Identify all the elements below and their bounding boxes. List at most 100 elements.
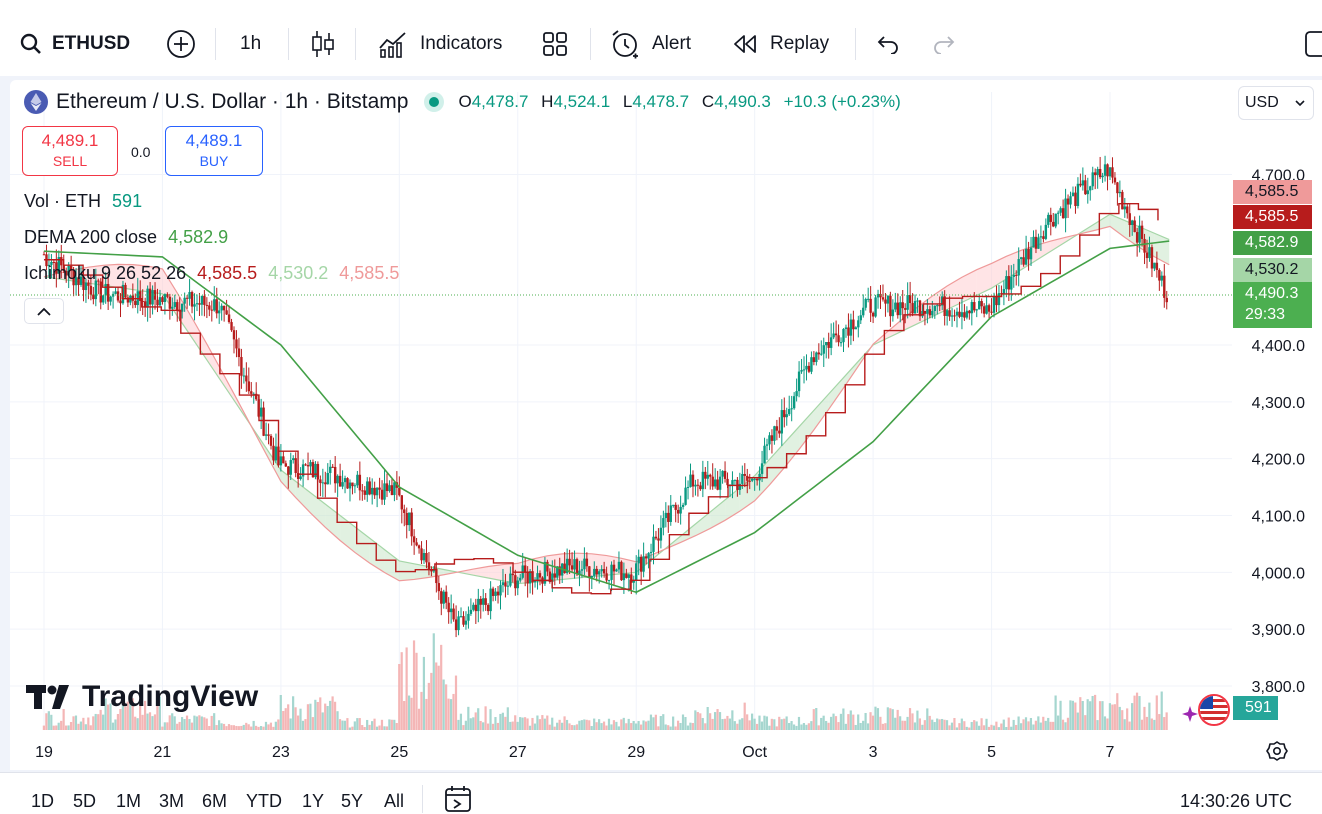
volume-bar xyxy=(541,715,544,730)
volume-bar xyxy=(844,723,847,730)
volume-bar xyxy=(494,717,497,730)
buy-button[interactable]: 4,489.1 BUY xyxy=(165,126,263,176)
candle-body xyxy=(1089,186,1092,191)
volume-bar xyxy=(810,721,813,730)
volume-bar xyxy=(294,707,297,730)
volume-bar xyxy=(321,712,324,730)
volume-bar xyxy=(723,718,727,730)
range-button-5y[interactable]: 5Y xyxy=(341,791,364,811)
volume-bar xyxy=(1002,719,1005,730)
candle-body xyxy=(296,473,300,479)
grid-icon xyxy=(543,32,567,56)
candle-body xyxy=(482,598,485,605)
price-tick-label: 4,300.0 xyxy=(1252,395,1305,412)
alert-button[interactable]: Alert xyxy=(610,26,691,62)
cloud-segment xyxy=(221,371,237,404)
volume-bar xyxy=(363,727,366,730)
chart-type-button[interactable] xyxy=(310,26,336,62)
volume-bar xyxy=(504,716,507,730)
candle-body xyxy=(1135,232,1139,243)
volume-bar xyxy=(657,726,660,730)
candle-body xyxy=(284,463,288,467)
range-button-3m[interactable]: 3M xyxy=(159,791,185,811)
volume-legend[interactable]: Vol · ETH 591 xyxy=(24,191,142,212)
layouts-button[interactable] xyxy=(542,26,568,62)
sell-button[interactable]: 4,489.1 SELL xyxy=(22,126,118,176)
candle-body xyxy=(180,303,184,312)
volume-bar xyxy=(1042,716,1045,730)
candle-body xyxy=(918,300,922,317)
candle-body xyxy=(862,307,865,316)
range-button-1y[interactable]: 1Y xyxy=(302,791,325,811)
currency-select[interactable]: USD xyxy=(1238,86,1314,120)
candle-body xyxy=(1131,220,1134,226)
alert-label: Alert xyxy=(652,33,692,54)
candle-body xyxy=(943,296,946,316)
interval-button[interactable]: 1h xyxy=(240,26,261,62)
candle-body xyxy=(1002,289,1006,294)
candle-body xyxy=(375,487,379,496)
range-button-6m[interactable]: 6M xyxy=(202,791,228,811)
range-button-5d[interactable]: 5D xyxy=(73,791,97,811)
candle-body xyxy=(205,304,209,306)
candle-body xyxy=(430,569,433,572)
volume-bar xyxy=(52,725,55,730)
volume-bar xyxy=(822,715,825,730)
goto-date-icon[interactable] xyxy=(444,785,474,813)
range-button-1m[interactable]: 1M xyxy=(116,791,142,811)
volume-bar xyxy=(415,652,418,730)
candle-body xyxy=(301,464,305,477)
candle-body xyxy=(632,580,635,583)
candle-body xyxy=(866,298,870,300)
volume-bar xyxy=(336,711,339,730)
candle-body xyxy=(106,283,110,302)
econ-events-icon[interactable] xyxy=(1198,694,1230,726)
candle-body xyxy=(785,414,788,418)
candle-body xyxy=(420,548,423,561)
collapse-legend-button[interactable] xyxy=(24,298,64,324)
volume-bar xyxy=(509,721,512,730)
volume-bar xyxy=(1074,702,1077,730)
candle-body xyxy=(612,564,616,572)
volume-bar xyxy=(1133,695,1136,730)
volume-bar xyxy=(815,708,818,730)
volume-bar xyxy=(884,723,887,730)
candle-body xyxy=(664,512,668,519)
compare-button[interactable] xyxy=(166,26,196,62)
volume-bar xyxy=(1126,708,1129,730)
ichimoku-legend[interactable]: Ichimoku 9 26 52 26 4,585.5 4,530.2 4,58… xyxy=(24,263,399,284)
volume-bar xyxy=(400,652,403,730)
range-button-all[interactable]: All xyxy=(384,791,405,811)
cloud-segment xyxy=(1050,237,1066,252)
candle-body xyxy=(60,257,63,266)
candle-body xyxy=(1049,214,1052,222)
volume-bar xyxy=(1047,717,1050,730)
volume-bar xyxy=(459,713,463,730)
dema-legend[interactable]: DEMA 200 close 4,582.9 xyxy=(24,227,228,248)
volume-bar xyxy=(195,716,198,730)
symbol-search[interactable]: ETHUSD xyxy=(20,26,130,62)
volume-bar xyxy=(370,721,374,730)
fullscreen-button[interactable] xyxy=(1304,26,1322,62)
candle-body xyxy=(195,303,199,305)
volume-bar xyxy=(50,714,53,730)
candle-body xyxy=(810,357,813,372)
settings-icon[interactable] xyxy=(1266,740,1288,762)
undo-button[interactable] xyxy=(876,26,900,62)
range-button-ytd[interactable]: YTD xyxy=(246,791,282,811)
candle-body xyxy=(326,472,329,485)
range-button-1d[interactable]: 1D xyxy=(31,791,55,811)
redo-button[interactable] xyxy=(932,26,956,62)
volume-bar xyxy=(168,715,171,730)
candle-body xyxy=(267,434,270,436)
candle-body xyxy=(183,297,186,304)
candle-body xyxy=(1158,269,1161,281)
replay-button[interactable]: Replay xyxy=(732,26,829,62)
volume-bar xyxy=(425,698,428,730)
clock-display[interactable]: 14:30:26 UTC xyxy=(1180,791,1293,811)
volume-bar xyxy=(1160,691,1163,730)
cloud-segment xyxy=(192,317,207,360)
indicators-button[interactable]: Indicators xyxy=(378,26,502,62)
candle-body xyxy=(820,353,823,355)
